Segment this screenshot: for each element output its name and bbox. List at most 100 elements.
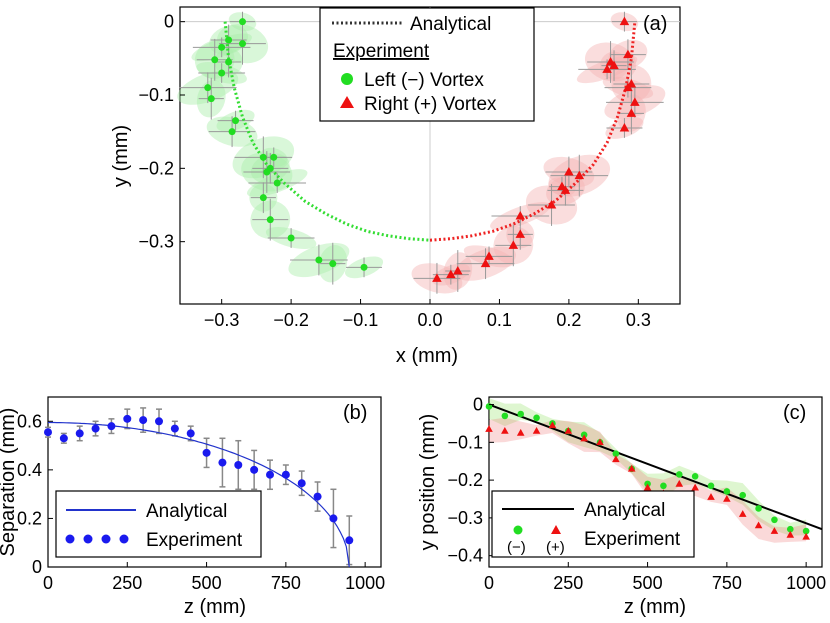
right-vortex-point — [560, 185, 571, 194]
x-tick-label: −0.2 — [273, 310, 309, 330]
plus-vortex-point — [643, 483, 652, 491]
panel-c-ylabel: y position (mm) — [417, 414, 439, 551]
legend-right-marker — [340, 96, 354, 108]
minus-vortex-point — [691, 473, 699, 480]
y-tick-label: −0.3 — [138, 232, 174, 252]
panel-a-points — [204, 16, 640, 282]
x-tick-label: −0.1 — [343, 310, 379, 330]
plus-vortex-point — [532, 427, 541, 434]
left-vortex-point — [207, 95, 215, 103]
plus-vortex-point — [580, 434, 588, 442]
separation-point — [345, 536, 354, 545]
minus-vortex-point — [786, 525, 794, 533]
separation-point — [91, 424, 100, 433]
x-tick-label: 750 — [271, 573, 301, 593]
legend-a-right: Right (+) Vortex — [364, 94, 497, 115]
panel-b-frame — [47, 396, 382, 568]
separation-point — [139, 416, 148, 425]
panel-c-frame — [488, 396, 823, 568]
right-vortex-point — [623, 82, 633, 92]
left-vortex-point — [259, 153, 267, 161]
plus-vortex-point — [548, 421, 557, 429]
y-tick-label: 0 — [473, 395, 483, 415]
panel-a-y-ticks: 0 −0.1 −0.2 −0.3 — [138, 12, 185, 252]
plus-vortex-point — [754, 521, 763, 529]
plus-vortex-point — [596, 438, 604, 446]
panel-b-y-ticks: 0 0.2 0.4 0.6 — [17, 411, 53, 577]
panel-a-ylabel: y (mm) — [110, 125, 132, 187]
left-vortex-point — [228, 128, 236, 136]
plus-vortex-point — [627, 464, 636, 472]
left-vortex-point — [239, 40, 246, 48]
right-vortex-point — [484, 251, 494, 260]
left-vortex-point — [287, 234, 295, 242]
panel-a-label: (a) — [643, 13, 667, 35]
legend-c-plus: (+) — [546, 539, 565, 556]
left-vortex-point — [266, 216, 274, 224]
right-vortex-point — [619, 16, 630, 26]
separation-point — [75, 429, 84, 438]
x-tick-label: 1000 — [345, 573, 385, 593]
x-tick-label: 0.1 — [487, 310, 512, 330]
left-vortex-point — [218, 43, 226, 51]
separation-point — [218, 458, 227, 467]
minus-vortex-point — [517, 410, 525, 418]
panel-b-legend-box — [55, 490, 262, 558]
left-vortex-point — [270, 153, 278, 161]
right-vortex-point — [432, 273, 442, 282]
legend-b-analytical: Analytical — [146, 501, 227, 522]
panel-c-points — [485, 403, 810, 540]
right-vortex-point — [623, 49, 633, 59]
panel-c-y-ticks: 0 −0.1 −0.2 −0.3 −0.4 — [447, 395, 494, 566]
plus-vortex-point — [612, 455, 620, 463]
left-vortex-point — [273, 179, 281, 187]
legend-left-marker — [341, 73, 353, 85]
x-tick-label: 250 — [112, 573, 142, 593]
plus-vortex-point — [675, 479, 684, 487]
y-tick-label: −0.2 — [447, 470, 483, 490]
legend-c-experiment: Experiment — [584, 529, 681, 550]
left-vortex-point — [360, 263, 368, 271]
right-vortex-point — [508, 240, 519, 249]
right-vortex-point — [515, 211, 526, 220]
x-tick-label: 1000 — [786, 573, 826, 593]
x-tick-label: 0 — [484, 573, 494, 593]
right-vortex-point — [546, 200, 557, 209]
separation-point — [155, 417, 163, 426]
plus-vortex-point — [723, 495, 731, 502]
plus-vortex-point — [707, 493, 715, 500]
separation-point — [250, 465, 259, 474]
panel-c-legend-box — [491, 490, 695, 558]
legend-b-dot — [101, 534, 111, 544]
panel-b-ylabel: Separation (mm) — [0, 408, 19, 557]
plus-vortex-point — [564, 427, 573, 434]
panel-b-legend: Analytical Experiment — [55, 490, 262, 558]
legend-c-minus-marker — [513, 525, 523, 535]
panel-a: −0.3 −0.2 −0.1 0.0 0.1 0.2 0.3 0 −0.1 −0.2 −0.3 x… — [110, 6, 681, 367]
separation-point — [186, 429, 195, 438]
left-vortex-point — [211, 56, 219, 64]
panel-b-analytical-curve — [48, 421, 350, 568]
panel-c-xlabel: z (mm) — [624, 596, 686, 618]
x-tick-label: 0.0 — [417, 310, 442, 330]
panel-b: 0 250 500 750 1000 0 0.2 0.4 0.6 z (mm) Separat… — [0, 396, 385, 618]
minus-vortex-point — [707, 482, 715, 490]
x-tick-label: 750 — [712, 573, 742, 593]
minus-vortex-point — [660, 482, 667, 490]
separation-point — [107, 422, 116, 431]
minus-vortex-point — [802, 527, 810, 535]
panel-b-points — [44, 414, 354, 545]
right-vortex-point — [630, 97, 640, 106]
legend-b-dot — [83, 534, 93, 544]
separation-point — [281, 470, 290, 479]
separation-point — [170, 424, 179, 433]
x-tick-label: 0 — [43, 573, 53, 593]
plus-vortex-point — [485, 425, 493, 432]
right-vortex-point — [609, 60, 619, 70]
left-vortex-point — [232, 117, 240, 125]
y-tick-label: 0.4 — [17, 460, 42, 480]
panel-a-legend: Analytical Experiment Left (−) Vortex Ri… — [319, 7, 535, 122]
panel-a-analytical-curves — [223, 21, 637, 242]
left-vortex-point — [315, 256, 323, 264]
